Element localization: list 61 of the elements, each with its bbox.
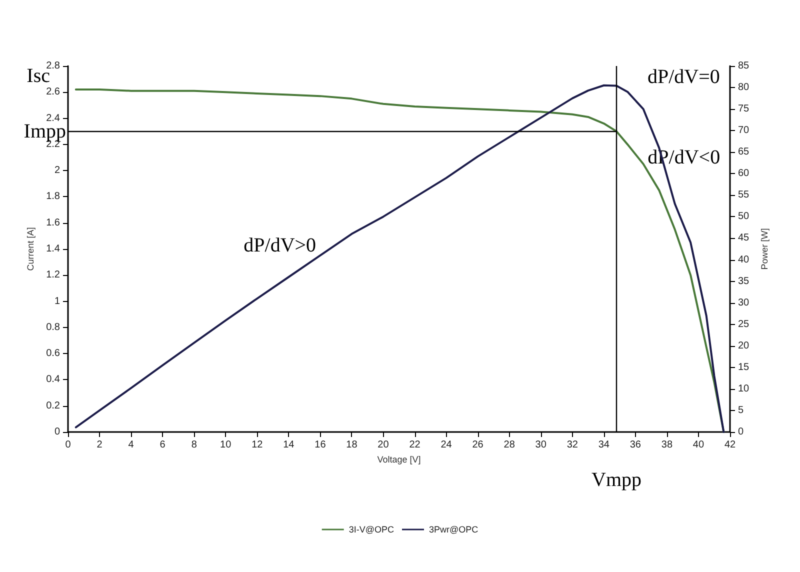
y2-axis-title: Power [W] — [760, 228, 770, 270]
y-tick-label: 0.4 — [46, 374, 60, 386]
y-tick-label: 1.2 — [46, 270, 60, 281]
y-tick-label: 0 — [54, 426, 60, 438]
x-tick-label: 38 — [661, 440, 673, 450]
x-tick-label: 34 — [598, 440, 610, 450]
y2-tick-label: 80 — [738, 82, 750, 94]
x-tick-label: 32 — [566, 440, 578, 450]
x-tick-label: 26 — [472, 440, 484, 450]
y2-tick-label: 50 — [738, 211, 750, 222]
x-tick-label: 10 — [220, 440, 232, 450]
y-tick-label: 0.8 — [46, 322, 60, 333]
x-tick-label: 18 — [346, 440, 358, 450]
x-tick-label: 4 — [128, 440, 134, 450]
y2-tick-label: 60 — [738, 168, 750, 180]
y2-tick-label: 20 — [738, 340, 750, 352]
x-tick-label: 16 — [314, 440, 326, 450]
y-tick-label: 1 — [54, 296, 60, 307]
annotation: dP/dV>0 — [244, 234, 316, 256]
y2-tick-label: 10 — [738, 383, 750, 394]
y-tick-label: 2.6 — [46, 86, 60, 98]
ref-line-label: Vmpp — [592, 469, 642, 491]
x-axis-title: Voltage [V] — [377, 454, 421, 464]
legend-label: 3I-V@OPC — [348, 524, 394, 534]
y2-tick-label: 75 — [738, 104, 750, 115]
y2-tick-label: 70 — [738, 125, 750, 136]
y2-tick-label: 45 — [738, 232, 750, 244]
x-tick-label: 22 — [409, 440, 421, 450]
y-tick-label: 1.8 — [46, 191, 60, 202]
y2-tick-label: 30 — [738, 297, 750, 308]
y2-tick-label: 35 — [738, 276, 750, 287]
y-tick-label: 2.8 — [46, 60, 60, 72]
y-tick-label: 2 — [54, 165, 60, 176]
annotation: dP/dV=0 — [647, 66, 720, 88]
x-tick-label: 28 — [504, 440, 516, 450]
x-tick-label: 0 — [65, 440, 72, 450]
y2-tick-label: 65 — [738, 146, 750, 158]
y2-tick-label: 85 — [738, 60, 750, 72]
y-axis-title: Current [A] — [26, 227, 36, 271]
x-tick-label: 6 — [160, 440, 166, 450]
x-tick-label: 30 — [535, 440, 547, 450]
y-tick-label: 1.4 — [46, 244, 60, 254]
x-tick-label: 24 — [440, 440, 452, 450]
y2-tick-label: 15 — [738, 362, 750, 373]
y2-tick-label: 40 — [738, 254, 750, 266]
x-tick-label: 36 — [630, 440, 642, 450]
x-tick-label: 14 — [283, 440, 295, 450]
x-tick-label: 2 — [96, 440, 103, 450]
y-tick-label: 1.6 — [46, 217, 60, 228]
legend-label: 3Pwr@OPC — [429, 524, 479, 534]
y-tick-label: 0.2 — [46, 400, 60, 412]
y2-tick-label: 25 — [738, 318, 750, 330]
x-tick-label: 20 — [378, 440, 390, 450]
y-tick-label: 0.6 — [46, 348, 60, 360]
y2-tick-label: 0 — [738, 426, 744, 438]
x-tick-label: 42 — [724, 440, 736, 450]
y2-tick-label: 5 — [738, 404, 744, 416]
y2-tick-label: 55 — [738, 190, 750, 201]
x-tick-label: 40 — [692, 440, 704, 450]
x-tick-label: 12 — [252, 440, 264, 450]
x-tick-label: 8 — [191, 440, 198, 450]
